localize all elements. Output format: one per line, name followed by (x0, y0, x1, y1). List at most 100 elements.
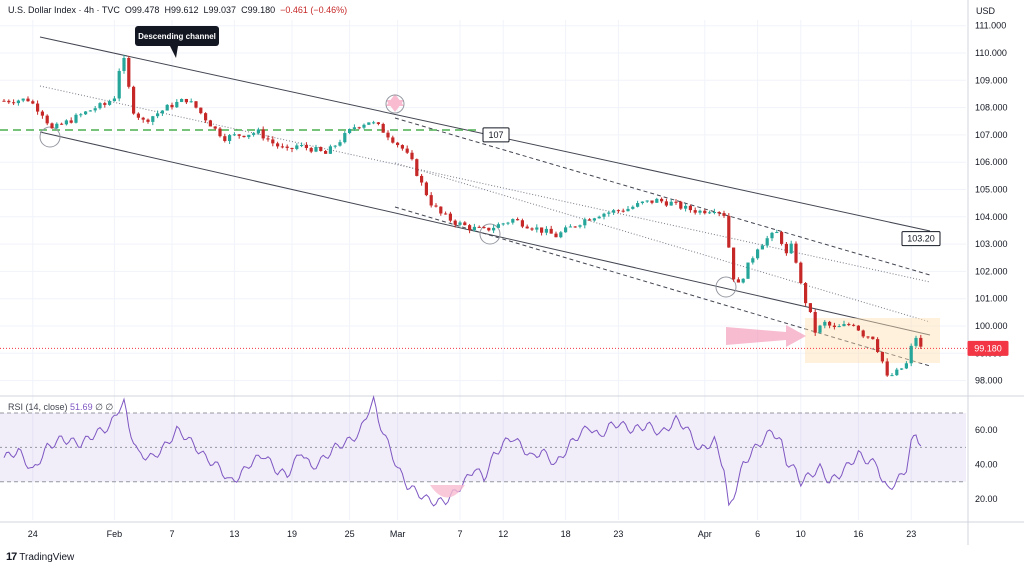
candle-body (333, 145, 337, 147)
candle (549, 225, 553, 234)
candle-body (45, 115, 49, 124)
candle (434, 203, 438, 208)
candle (909, 343, 913, 367)
price-tick-label: 98.000 (975, 376, 1003, 386)
rsi-tick-label: 40.00 (975, 460, 998, 470)
candle (458, 220, 462, 227)
candle-body (516, 219, 520, 221)
candle (808, 303, 812, 314)
currency-label[interactable]: USD (976, 6, 996, 16)
time-tick-label: 19 (287, 529, 297, 539)
time-tick-label: 23 (906, 529, 916, 539)
candle-body (324, 150, 328, 154)
candle-body (808, 303, 812, 313)
candle-body (861, 330, 865, 337)
candle-body (74, 114, 78, 123)
candle (621, 208, 625, 213)
candle (463, 221, 467, 226)
candle-body (564, 227, 568, 233)
candle (660, 197, 664, 204)
price-label-text: 107 (488, 130, 503, 140)
candle (184, 98, 188, 105)
candle (218, 127, 222, 138)
candle (477, 225, 481, 228)
candle-body (784, 243, 788, 254)
candle-body (64, 120, 68, 125)
candle-body (376, 122, 380, 124)
rsi-tick-label: 20.00 (975, 494, 998, 504)
candle (26, 96, 30, 102)
candle (242, 135, 246, 138)
price-label-box (482, 127, 510, 143)
tradingview-name: TradingView (19, 551, 75, 563)
oversold-highlight (430, 485, 465, 498)
candle-body (621, 210, 625, 212)
rsi-band (0, 412, 966, 483)
candle-body (468, 225, 472, 231)
chart-grid (0, 0, 1024, 545)
candle-body (909, 345, 913, 364)
callout-box (135, 26, 219, 46)
candle-body (530, 228, 534, 230)
candle-body (2, 100, 6, 102)
candle-body (780, 232, 784, 244)
candle (852, 323, 856, 327)
candle-body (472, 226, 476, 231)
candle-body (919, 337, 923, 347)
candle-body (463, 222, 467, 226)
candle-body (132, 86, 136, 114)
candle-body (583, 219, 587, 226)
candle-body (367, 122, 371, 125)
candle (405, 145, 409, 154)
candle-body (477, 226, 481, 228)
candle (554, 231, 558, 238)
candle (612, 208, 616, 215)
candle-body (914, 337, 918, 346)
price-axis[interactable]: 111.000 110.000 109.000 108.000 107.000 106.0… (975, 21, 1008, 504)
candle-body (391, 137, 395, 143)
candle (295, 143, 299, 151)
time-tick-label: 18 (561, 529, 571, 539)
candle (328, 144, 332, 154)
candle (727, 213, 731, 248)
candle (180, 98, 184, 103)
candle (64, 119, 68, 126)
candle-body (616, 210, 620, 212)
time-tick-label: 25 (345, 529, 355, 539)
candle (175, 99, 179, 108)
candle (530, 227, 534, 232)
candle-body (794, 243, 798, 263)
candle-body (88, 110, 92, 112)
candle-body (880, 351, 884, 362)
candle-body (7, 100, 11, 103)
candle-body (60, 123, 64, 125)
candle (904, 361, 908, 370)
candle (352, 124, 356, 131)
candle-body (218, 128, 222, 137)
time-axis[interactable]: 24 Feb 7 13 19 25 Mar 7 12 18 23 Apr 6 10 16 23 (28, 529, 916, 539)
candle (511, 218, 515, 225)
candle (79, 112, 83, 118)
candle (189, 98, 193, 103)
candle-body (674, 201, 678, 203)
candle (688, 204, 692, 213)
candle-body (122, 57, 126, 71)
candle-body (79, 114, 83, 116)
candle-body (160, 110, 164, 114)
candle (256, 127, 260, 135)
candle-body (453, 220, 457, 225)
candle (156, 110, 160, 119)
candle-body (266, 138, 270, 140)
candle-body (842, 324, 846, 327)
time-tick-label: 12 (498, 529, 508, 539)
candle (919, 334, 923, 350)
candle (573, 226, 577, 228)
annotation-marks: Descending channel (39, 26, 806, 347)
candle (588, 218, 592, 221)
price-label-tag: 107 (482, 127, 510, 143)
candle-body (765, 238, 769, 246)
tradingview-brand[interactable]: 17 TradingView (6, 551, 74, 563)
candle (592, 217, 596, 222)
candle-body (525, 226, 529, 229)
